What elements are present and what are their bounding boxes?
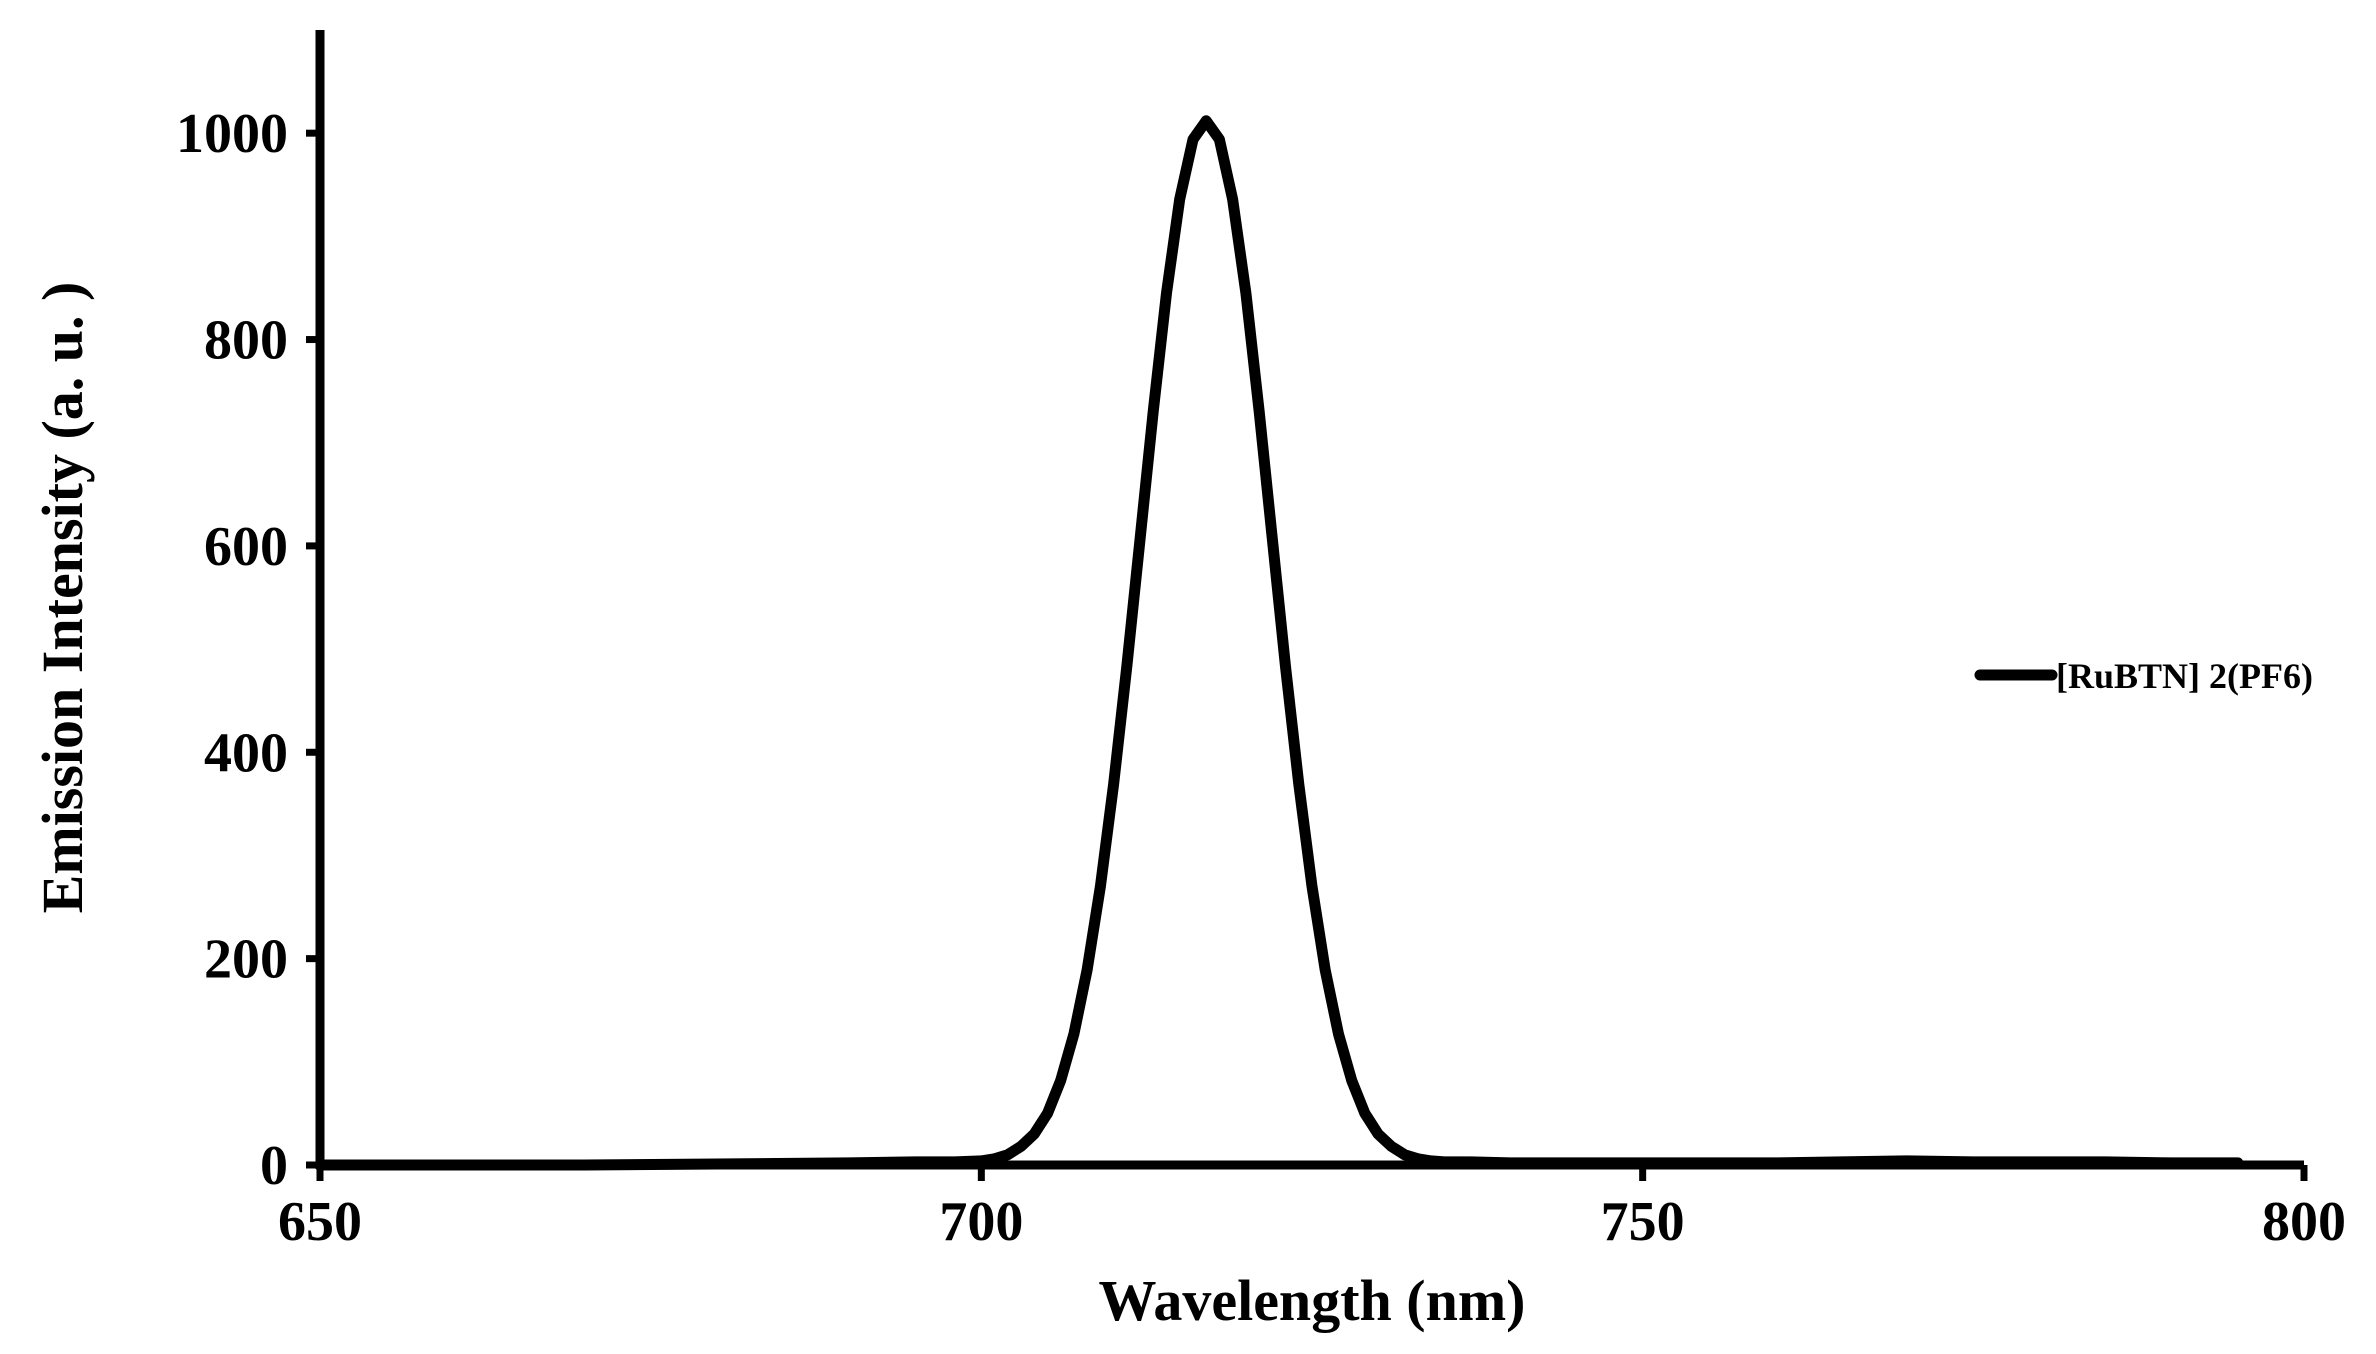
y-tick-label: 1000 <box>176 103 288 165</box>
legend-label: [RuBTN] 2(PF6) <box>2056 656 2313 696</box>
y-tick-label: 200 <box>204 929 288 991</box>
x-tick-label: 750 <box>1601 1191 1685 1253</box>
x-axis-title: Wavelength (nm) <box>1099 1268 1526 1333</box>
ticks: 0 200 400 600 800 1000 650 700 750 800 <box>176 103 2346 1253</box>
axes <box>315 30 2304 1170</box>
y-tick-label: 0 <box>260 1135 288 1197</box>
y-tick-label: 400 <box>204 722 288 784</box>
plot-area <box>314 115 2244 1171</box>
x-tick-label: 650 <box>278 1191 362 1253</box>
series-line-0 <box>314 115 2244 1171</box>
x-tick-label: 800 <box>2262 1191 2346 1253</box>
y-tick-label: 800 <box>204 310 288 372</box>
y-axis-title: Emission Intensity (a. u. ) <box>30 282 95 914</box>
legend: [RuBTN] 2(PF6) <box>1974 656 2313 696</box>
x-tick-label: 700 <box>939 1191 1023 1253</box>
y-tick-label: 600 <box>204 516 288 578</box>
